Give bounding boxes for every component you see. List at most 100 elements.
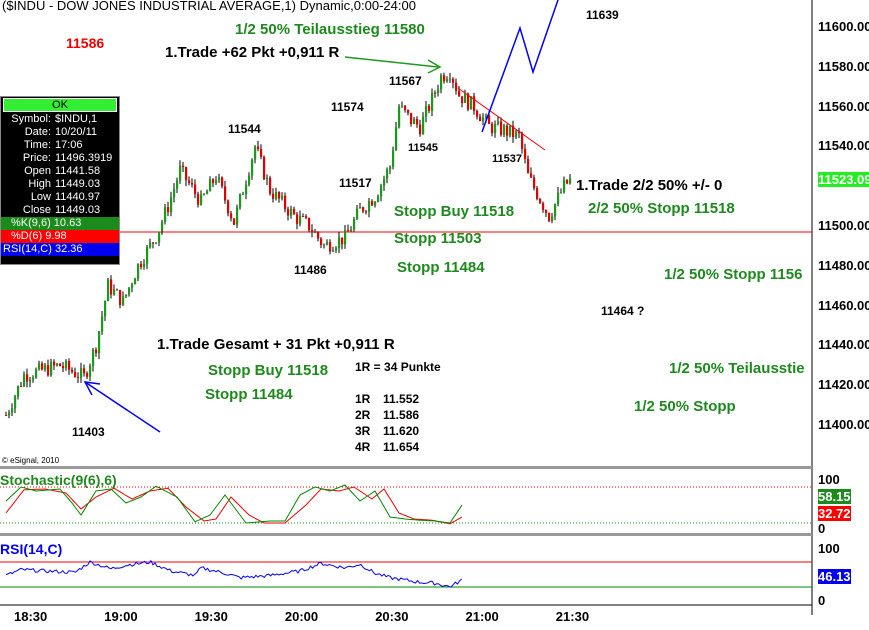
stoch-k-badge: 58.15 — [818, 489, 851, 504]
candle — [416, 118, 419, 125]
candle — [137, 263, 140, 279]
y-tick-label: 11460.00 — [818, 297, 869, 313]
candle — [368, 201, 371, 212]
candle — [59, 363, 62, 367]
candle — [479, 116, 482, 122]
candle — [101, 316, 104, 332]
stoch-level-0: 0 — [818, 521, 826, 536]
candle — [422, 116, 425, 135]
candle — [83, 368, 86, 374]
candle — [380, 185, 383, 197]
candle — [299, 215, 302, 224]
candle — [26, 374, 29, 382]
r-level-value: 11.654 — [383, 440, 420, 454]
candle — [8, 412, 11, 416]
candle — [212, 179, 215, 184]
candle — [335, 247, 338, 251]
candle — [44, 365, 47, 370]
annotation: Stopp Buy 11518 — [394, 203, 515, 220]
info-label: Open — [24, 165, 51, 177]
candle — [413, 118, 416, 124]
candle — [95, 349, 98, 354]
x-tick-label: 20:00 — [284, 609, 319, 624]
candle — [257, 146, 260, 149]
rsi-label: RSI(14,C) — [0, 541, 63, 557]
candle — [344, 230, 347, 245]
candle — [287, 208, 290, 216]
candle — [209, 179, 212, 192]
candle — [290, 208, 293, 216]
info-row: Low 11440.97 — [1, 191, 119, 204]
candle — [395, 127, 398, 151]
annotation: 11567 — [389, 74, 422, 88]
candle — [428, 105, 431, 111]
candle — [80, 368, 83, 378]
blue-arrow — [84, 381, 161, 433]
candle — [494, 123, 497, 134]
candle — [200, 194, 203, 205]
rsi-level-100: 100 — [818, 541, 840, 556]
candle — [158, 231, 161, 243]
candle — [545, 209, 548, 213]
candle — [146, 247, 149, 264]
info-row: Date: 10/20/11 — [1, 126, 119, 139]
candle — [518, 131, 521, 134]
candle — [188, 180, 191, 184]
candle — [386, 169, 389, 179]
r-level-value: 11.620 — [383, 424, 420, 438]
candle — [362, 207, 365, 212]
candle — [461, 96, 464, 103]
rsi-line — [5, 559, 463, 588]
red-trendline — [457, 87, 546, 151]
annotation: 11517 — [339, 176, 372, 190]
candle — [383, 178, 386, 186]
candle — [164, 207, 167, 222]
stoch-k-line — [5, 484, 463, 524]
candle — [227, 200, 230, 214]
candle — [140, 263, 143, 268]
x-tick-label: 21:30 — [555, 609, 590, 624]
blue-projection-line — [481, 0, 559, 133]
candle — [233, 218, 236, 225]
candle — [203, 194, 206, 196]
stoch-d-line — [5, 486, 463, 525]
candle — [206, 191, 209, 195]
candle — [86, 373, 89, 377]
info-value: 11440.97 — [55, 191, 101, 203]
candle — [551, 216, 554, 222]
candle — [215, 180, 218, 184]
candle — [491, 123, 494, 134]
candle — [20, 386, 23, 388]
info-label: High — [28, 178, 51, 190]
info-label: Date: — [24, 126, 51, 138]
r-level-label: 2R — [355, 408, 371, 422]
candle — [503, 125, 506, 135]
stoch-level-100: 100 — [818, 472, 840, 487]
candle — [134, 278, 137, 285]
annotation: 1.Trade Gesamt + 31 Pkt +0,911 R — [157, 336, 395, 353]
candle — [323, 244, 326, 246]
info-row: Price: 11496.3919 — [1, 152, 119, 165]
x-tick-label: 18:30 — [14, 609, 48, 624]
candle — [452, 78, 455, 83]
candle — [110, 279, 113, 295]
candle — [356, 208, 359, 220]
candle — [497, 121, 500, 124]
candle — [14, 396, 17, 409]
candle — [263, 156, 266, 180]
candle — [320, 238, 323, 245]
candle — [119, 289, 122, 306]
candle — [485, 115, 488, 118]
candle — [341, 237, 344, 245]
candle — [98, 331, 101, 354]
panel-divider — [0, 466, 812, 469]
annotation: 11639 — [586, 8, 619, 22]
candle — [23, 374, 26, 387]
info-row: High 11449.03 — [1, 178, 119, 191]
ok-button[interactable]: OK — [3, 98, 117, 112]
info-row: Symbol: $INDU,1 — [1, 113, 119, 126]
chart-title: ($INDU - DOW JONES INDUSTRIAL AVERAGE,1)… — [2, 0, 416, 13]
stoch-d-badge: 32.72 — [818, 506, 851, 521]
r-level-label: 4R — [355, 440, 371, 454]
